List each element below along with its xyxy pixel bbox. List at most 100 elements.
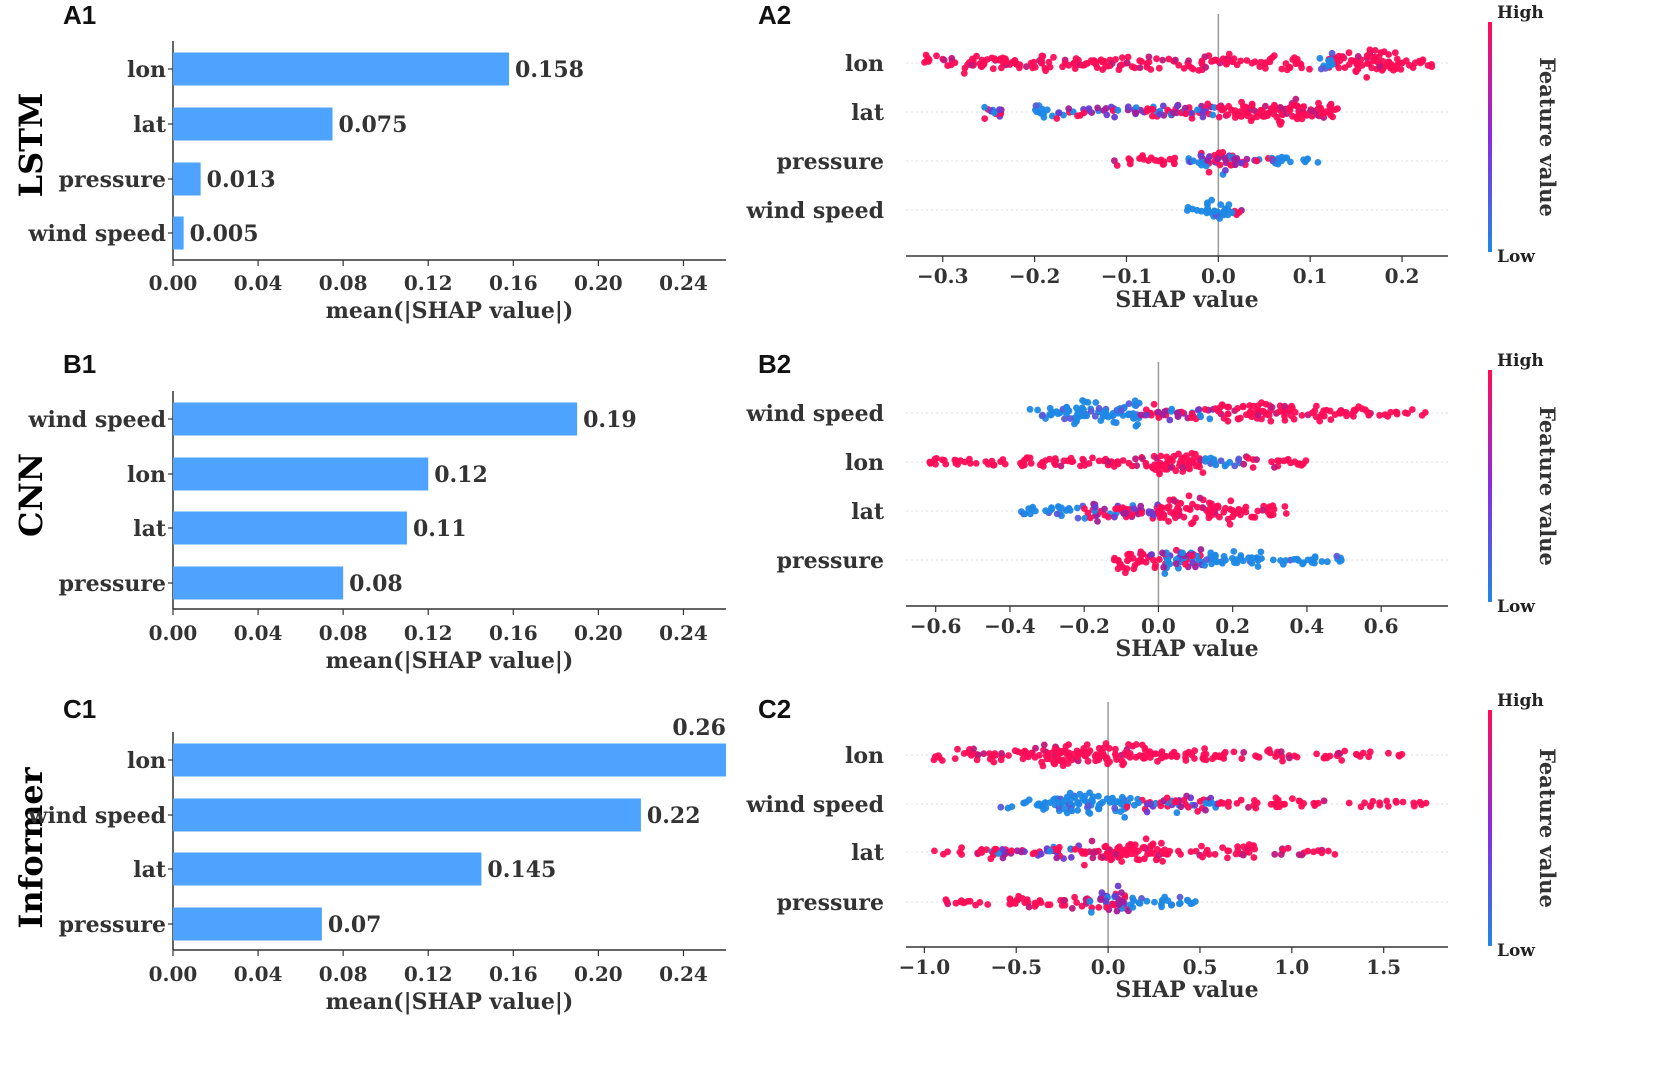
value-label: 0.26 (672, 715, 726, 741)
shap-dot (1095, 405, 1103, 412)
shap-dot (1233, 155, 1241, 162)
shap-dot (1295, 797, 1303, 805)
bar-panel-a1: A1 LSTM lon 0.158 lat 0.075 pressure 0.013 wind … (12, 0, 726, 324)
feature-label: pressure (777, 149, 884, 175)
shap-dot (1103, 850, 1111, 857)
shap-dot (1098, 889, 1106, 897)
bar (173, 457, 429, 491)
shap-dot (1192, 514, 1199, 522)
shap-dot (1368, 53, 1376, 61)
shap-dot (1086, 789, 1093, 797)
shap-dot (1343, 412, 1350, 420)
shap-dot (1136, 64, 1144, 72)
shap-dot (1112, 850, 1120, 858)
shap-dot (1333, 552, 1341, 560)
shap-dot (1111, 157, 1118, 165)
feature-label: lon (845, 51, 884, 77)
x-tick-label: 0.24 (659, 621, 708, 645)
shap-dot (1194, 106, 1201, 114)
shap-dot (1317, 65, 1325, 73)
x-tick-label: 0.08 (319, 962, 368, 986)
shap-dot (1081, 514, 1089, 522)
row-label: CNN (12, 453, 50, 537)
shap-dot (1219, 149, 1227, 156)
shap-dot (1127, 794, 1134, 802)
shap-dot (1233, 509, 1241, 516)
shap-dot (1168, 405, 1176, 413)
shap-dot (1397, 65, 1405, 73)
shap-dot (958, 851, 965, 858)
bar (173, 566, 344, 600)
shap-dot (1035, 751, 1043, 759)
shap-dot (1027, 459, 1035, 467)
shap-dot (1121, 814, 1129, 821)
shap-dot (1177, 851, 1184, 858)
shap-dot (1310, 848, 1317, 856)
shap-dot (960, 750, 968, 757)
shap-dot (1285, 104, 1293, 112)
shap-dot (1114, 458, 1121, 465)
shap-dot (1187, 109, 1195, 117)
shap-dot (1382, 62, 1390, 70)
shap-dot (1109, 107, 1117, 114)
shap-dot (1050, 759, 1058, 767)
shap-dot (1021, 461, 1028, 469)
shap-dot (1212, 56, 1219, 64)
shap-dot (1277, 557, 1284, 564)
shap-dot (1227, 497, 1235, 505)
shap-dot (1158, 462, 1166, 470)
shap-dot (1362, 406, 1369, 414)
shap-dot (1071, 893, 1078, 901)
colorbar: High Low Feature value (1488, 351, 1560, 617)
shap-dot (1211, 850, 1219, 858)
shap-dot (1324, 558, 1331, 566)
shap-dot (1069, 458, 1077, 465)
shap-dot (1125, 411, 1132, 419)
shap-dot (1207, 454, 1215, 462)
shap-dot (1187, 458, 1195, 465)
shap-dot (1157, 503, 1165, 511)
shap-dot (1149, 112, 1156, 120)
bar (173, 511, 407, 545)
shap-dot (1298, 64, 1305, 72)
shap-dot (1113, 907, 1121, 915)
beeswarm-panel-b2: B2 wind speed lon lat pressure −0.6 −0.4 −0.2 0.… (746, 349, 1560, 662)
value-label: 0.013 (207, 167, 276, 193)
shap-dot (990, 758, 998, 766)
shap-dot (1155, 64, 1163, 72)
shap-dot (1099, 750, 1107, 757)
shap-dot (1019, 755, 1027, 763)
shap-dot (1418, 412, 1426, 419)
shap-dot (1182, 110, 1190, 118)
shap-dot (1124, 53, 1132, 61)
shap-dot (1142, 558, 1150, 566)
shap-dot (1143, 462, 1150, 470)
feature-label: lat (851, 100, 885, 126)
shap-dot (1004, 804, 1012, 812)
shap-dot (1335, 52, 1343, 60)
bar (173, 402, 578, 436)
shap-dot (1200, 755, 1207, 763)
colorbar-low-label: Low (1497, 247, 1535, 267)
shap-dot (1077, 462, 1084, 470)
shap-dot (933, 455, 940, 462)
shap-dot (1283, 456, 1291, 464)
shap-dot (1131, 401, 1139, 409)
shap-dot (1068, 807, 1076, 815)
shap-dot (1051, 747, 1058, 755)
shap-dot (1217, 457, 1225, 465)
shap-dot (1114, 844, 1122, 852)
shap-dot (1025, 753, 1032, 761)
shap-dot (1163, 794, 1171, 802)
shap-dot (998, 64, 1005, 72)
shap-dot (1230, 748, 1238, 756)
shap-dot (1128, 511, 1136, 518)
shap-dot (1111, 513, 1118, 521)
shap-dot (1095, 801, 1103, 809)
shap-dot (1244, 454, 1252, 462)
shap-dot (1139, 844, 1147, 851)
shap-dot (1278, 118, 1285, 126)
shap-dot (1237, 113, 1245, 120)
shap-dot (1073, 899, 1080, 906)
shap-dot (1079, 795, 1087, 802)
